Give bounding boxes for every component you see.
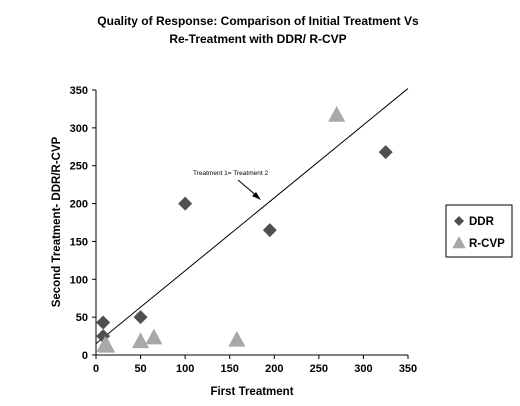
y-tick-label: 0 xyxy=(82,350,88,362)
legend-label: DDR xyxy=(469,216,495,228)
y-tick-label: 100 xyxy=(70,274,88,286)
y-tick-label: 150 xyxy=(70,236,88,248)
y-tick-label: 200 xyxy=(70,199,88,211)
rcvp-point xyxy=(328,105,346,122)
tick-labels: 0 50 100 150 200 250 300 350 0 50 100 150 200 250 300 3… xyxy=(70,85,418,375)
legend-box xyxy=(445,204,513,258)
rcvp-point xyxy=(228,330,246,347)
chart-title-line-1: Quality of Response: Comparison of Initi… xyxy=(97,14,419,28)
y-tick-label: 300 xyxy=(70,123,88,135)
annotation-arrow xyxy=(237,179,261,200)
x-tick-label: 250 xyxy=(310,363,328,375)
chart-title-line-2: Re-Treatment with DDR/ R-CVP xyxy=(169,32,346,46)
x-axis-title: First Treatment xyxy=(210,386,293,398)
y-tick-label: 250 xyxy=(70,161,88,173)
y-tick-label: 50 xyxy=(76,312,88,324)
rcvp-point xyxy=(145,328,163,345)
axes xyxy=(92,89,409,359)
legend: DDR R-CVP xyxy=(452,216,505,250)
x-tick-label: 100 xyxy=(176,363,194,375)
ddr-point xyxy=(378,145,393,160)
series-r-cvp xyxy=(96,105,346,353)
ddr-point xyxy=(133,310,148,325)
data-points xyxy=(96,105,393,353)
x-tick-label: 50 xyxy=(134,363,146,375)
y-tick-label: 350 xyxy=(70,85,88,97)
rcvp-point xyxy=(132,332,150,349)
x-tick-label: 0 xyxy=(93,363,99,375)
x-tick-label: 200 xyxy=(265,363,283,375)
ddr-point xyxy=(178,196,193,211)
series-ddr xyxy=(96,145,393,344)
annotation-arrow-head xyxy=(252,192,261,200)
reference-line-path xyxy=(95,88,409,345)
x-tick-label: 350 xyxy=(399,363,417,375)
rcvp-point xyxy=(98,336,116,353)
legend-label: R-CVP xyxy=(469,238,505,250)
x-tick-label: 300 xyxy=(354,363,372,375)
reference-line xyxy=(95,88,409,345)
annotation-label: Treatment 1= Treatment 2 xyxy=(193,170,268,177)
x-tick-label: 150 xyxy=(221,363,239,375)
legend-ddr-marker xyxy=(454,216,464,226)
y-axis-title: Second Treatment- DDR/R-CVP xyxy=(51,136,63,307)
legend-rcvp-marker xyxy=(452,236,466,249)
ddr-point xyxy=(96,315,111,330)
ddr-point xyxy=(262,223,277,238)
